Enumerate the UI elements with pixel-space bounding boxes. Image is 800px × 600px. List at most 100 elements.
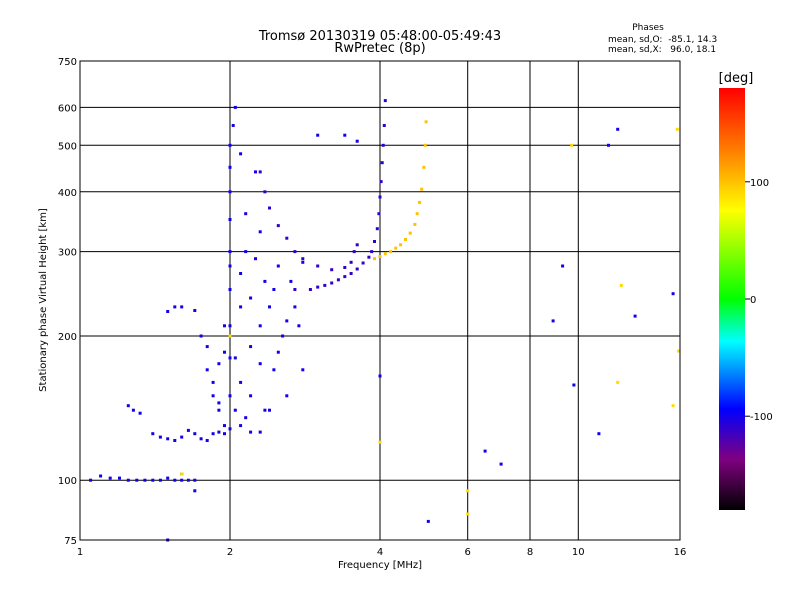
data-point xyxy=(205,439,209,442)
x-tick-label: 6 xyxy=(465,547,471,558)
y-tick-label: 500 xyxy=(58,141,77,152)
data-point xyxy=(383,252,387,256)
data-point xyxy=(233,105,237,109)
data-point xyxy=(375,227,379,231)
data-point xyxy=(158,435,162,439)
data-point xyxy=(180,305,184,309)
data-point xyxy=(367,255,371,259)
data-point xyxy=(239,380,243,384)
data-point xyxy=(268,206,271,210)
data-point xyxy=(349,272,353,275)
data-point xyxy=(355,139,359,143)
data-point xyxy=(268,408,271,412)
data-point xyxy=(166,476,170,480)
data-point xyxy=(377,212,381,216)
data-point xyxy=(263,190,267,194)
x-tick-label: 10 xyxy=(572,547,585,558)
colorbar-tick-label: 100 xyxy=(750,178,769,189)
data-point xyxy=(231,124,235,127)
chart-title: Tromsø 20130319 05:48:00-05:49:43 xyxy=(258,29,501,44)
data-point xyxy=(597,432,601,436)
data-point xyxy=(228,324,232,328)
data-point xyxy=(239,272,243,275)
data-point xyxy=(211,432,215,436)
x-tick-label: 1 xyxy=(77,547,83,558)
data-point xyxy=(297,324,301,328)
data-point xyxy=(378,255,382,258)
data-point xyxy=(263,408,267,412)
data-point xyxy=(423,143,427,147)
data-point xyxy=(383,99,387,103)
data-point xyxy=(173,305,177,309)
data-point xyxy=(249,296,253,300)
data-point xyxy=(239,424,243,428)
data-point xyxy=(228,427,232,431)
data-point xyxy=(89,478,93,482)
data-point xyxy=(249,345,253,349)
data-point xyxy=(193,309,197,312)
data-point xyxy=(343,266,347,269)
data-point xyxy=(272,288,276,291)
data-point xyxy=(268,305,271,309)
data-point xyxy=(186,478,190,482)
colorbar-tick-label: -100 xyxy=(750,412,773,423)
data-point xyxy=(223,432,226,436)
x-tick-label: 8 xyxy=(527,547,533,558)
data-point xyxy=(173,439,177,442)
data-point xyxy=(466,489,470,493)
data-point xyxy=(285,236,289,240)
data-point xyxy=(466,512,470,516)
data-point xyxy=(381,143,385,147)
data-point xyxy=(244,250,248,254)
data-point xyxy=(239,305,243,309)
data-point xyxy=(166,310,170,313)
data-point xyxy=(217,362,221,366)
data-point xyxy=(138,411,142,415)
data-point xyxy=(373,257,376,261)
data-point xyxy=(244,416,248,420)
data-point xyxy=(349,260,353,264)
data-point xyxy=(228,356,232,360)
data-point xyxy=(228,288,232,291)
data-point xyxy=(205,345,209,349)
data-point xyxy=(228,394,232,398)
colorbar-label: [deg] xyxy=(719,71,754,86)
y-tick-label: 300 xyxy=(58,248,77,259)
data-point xyxy=(211,380,215,384)
data-point xyxy=(380,161,384,165)
data-point xyxy=(263,279,267,283)
data-point xyxy=(217,408,221,412)
data-point xyxy=(223,424,226,428)
data-point xyxy=(249,394,253,398)
data-point xyxy=(258,170,262,174)
data-point xyxy=(199,437,203,441)
data-point xyxy=(228,264,232,268)
data-point xyxy=(228,250,232,254)
data-point xyxy=(228,165,232,169)
data-point xyxy=(158,478,162,482)
data-point xyxy=(173,478,177,482)
data-point xyxy=(258,362,262,366)
data-point xyxy=(399,243,403,247)
data-point xyxy=(180,472,184,476)
data-point xyxy=(352,250,356,254)
data-point xyxy=(499,462,503,466)
phase-info-heading: Phases xyxy=(632,23,664,33)
data-point xyxy=(186,428,190,432)
data-point xyxy=(413,222,417,226)
y-tick-label: 75 xyxy=(64,536,77,547)
data-point xyxy=(258,230,262,234)
data-point xyxy=(415,212,419,216)
data-point xyxy=(293,250,297,254)
y-tick-label: 100 xyxy=(58,476,77,487)
data-point xyxy=(389,250,393,254)
data-point xyxy=(316,133,320,137)
data-point xyxy=(285,394,289,398)
data-point xyxy=(193,489,197,493)
data-point xyxy=(572,383,576,387)
data-point xyxy=(394,246,398,250)
data-point xyxy=(633,314,637,318)
data-point xyxy=(180,478,184,482)
data-point xyxy=(258,324,262,328)
